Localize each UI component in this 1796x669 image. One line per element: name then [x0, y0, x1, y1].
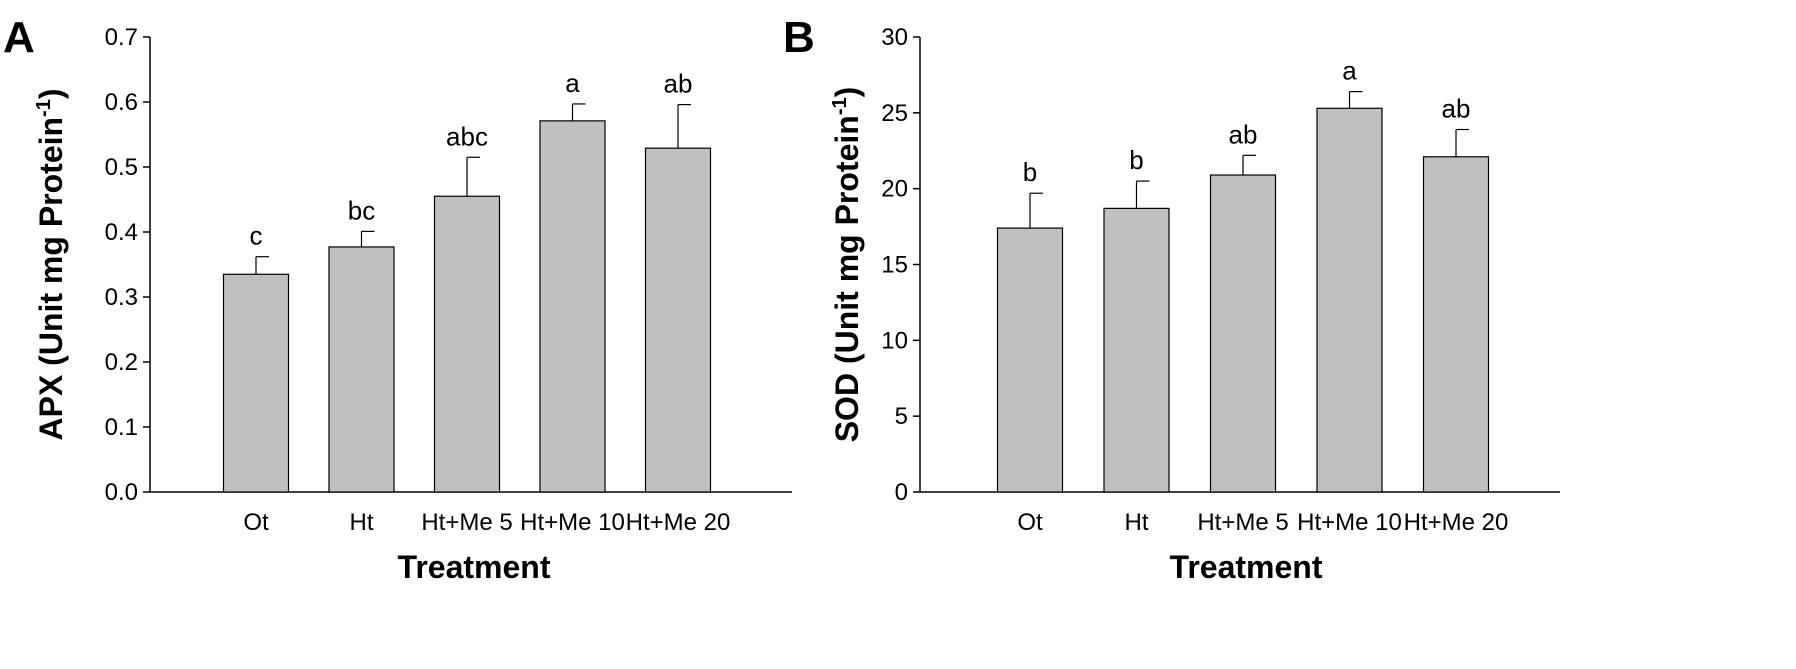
x-axis-title: Treatment: [398, 549, 551, 585]
x-tick-label: Ht+Me 20: [1404, 509, 1509, 536]
x-axis-title: Treatment: [1170, 549, 1323, 585]
y-axis-title-superscript: -1: [33, 99, 55, 117]
y-tick-label: 0.4: [105, 219, 138, 246]
y-tick-label: 0.0: [105, 479, 138, 506]
x-tick-label: Ht: [1125, 509, 1149, 536]
significance-label: bc: [348, 195, 375, 225]
x-tick-label: Ot: [243, 509, 269, 536]
y-axis-title-superscript: -1: [829, 97, 851, 115]
significance-label: a: [1342, 56, 1357, 86]
panel-b-sod-chart: B 0 5 10 15 20 25 30 b Ot b Ht ab Ht+Me 5 a Ht+Me 10 ab H…: [783, 13, 1560, 585]
y-tick-label: 0.2: [105, 349, 138, 376]
y-tick-label: 25: [881, 100, 908, 127]
x-tick-label: Ot: [1017, 509, 1043, 536]
bar-3: [539, 120, 606, 493]
y-tick-label: 0: [895, 479, 908, 506]
bar-1: [1103, 207, 1170, 493]
bar-4: [1422, 156, 1490, 493]
y-tick-label: 10: [881, 327, 908, 354]
y-tick-label: 5: [895, 403, 908, 430]
bar-2: [433, 195, 501, 493]
y-axis-title: APX (Unit mg Protein-1): [33, 88, 69, 440]
significance-label: ab: [1442, 94, 1471, 124]
y-axis-title-close: ): [33, 88, 69, 99]
significance-label: c: [250, 221, 263, 251]
significance-label: ab: [1229, 119, 1258, 149]
significance-label: abc: [446, 121, 488, 151]
bar-0: [222, 273, 290, 493]
y-axis-title-close: ): [829, 87, 865, 98]
y-tick-label: 0.5: [105, 154, 138, 181]
x-tick-label: Ht+Me 10: [520, 509, 625, 536]
y-tick-label: 0.3: [105, 284, 138, 311]
panel-letter: A: [3, 13, 35, 62]
panel-letter: B: [783, 13, 815, 62]
x-tick-label: Ht: [350, 509, 374, 536]
significance-label: b: [1023, 157, 1037, 187]
bar-0: [996, 227, 1064, 493]
x-tick-label: Ht+Me 5: [1197, 509, 1288, 536]
y-tick-label: 0.1: [105, 414, 138, 441]
y-tick-label: 30: [881, 24, 908, 51]
x-tick-label: Ht+Me 10: [1297, 509, 1402, 536]
y-tick-label: 0.6: [105, 89, 138, 116]
significance-label: ab: [664, 69, 693, 99]
y-axis-title-main: APX (Unit mg Protein: [33, 117, 69, 441]
x-tick-label: Ht+Me 20: [626, 509, 731, 536]
bar-4: [644, 147, 712, 493]
y-tick-label: 0.7: [105, 24, 138, 51]
y-tick-label: 15: [881, 252, 908, 279]
significance-label: a: [565, 68, 580, 98]
y-axis-title-main: SOD (Unit mg Protein: [829, 115, 865, 442]
bar-3: [1316, 107, 1383, 493]
y-tick-label: 20: [881, 176, 908, 203]
y-axis-title: SOD (Unit mg Protein-1): [829, 87, 865, 443]
bar-2: [1209, 174, 1277, 493]
x-tick-label: Ht+Me 5: [421, 509, 512, 536]
panel-a-apx-chart: A 0.0 0.1 0.2 0.3 0.4 0.5 0.6 0.7 c Ot bc Ht abc Ht+Me…: [3, 13, 792, 585]
bar-1: [328, 246, 395, 493]
significance-label: b: [1129, 145, 1143, 175]
